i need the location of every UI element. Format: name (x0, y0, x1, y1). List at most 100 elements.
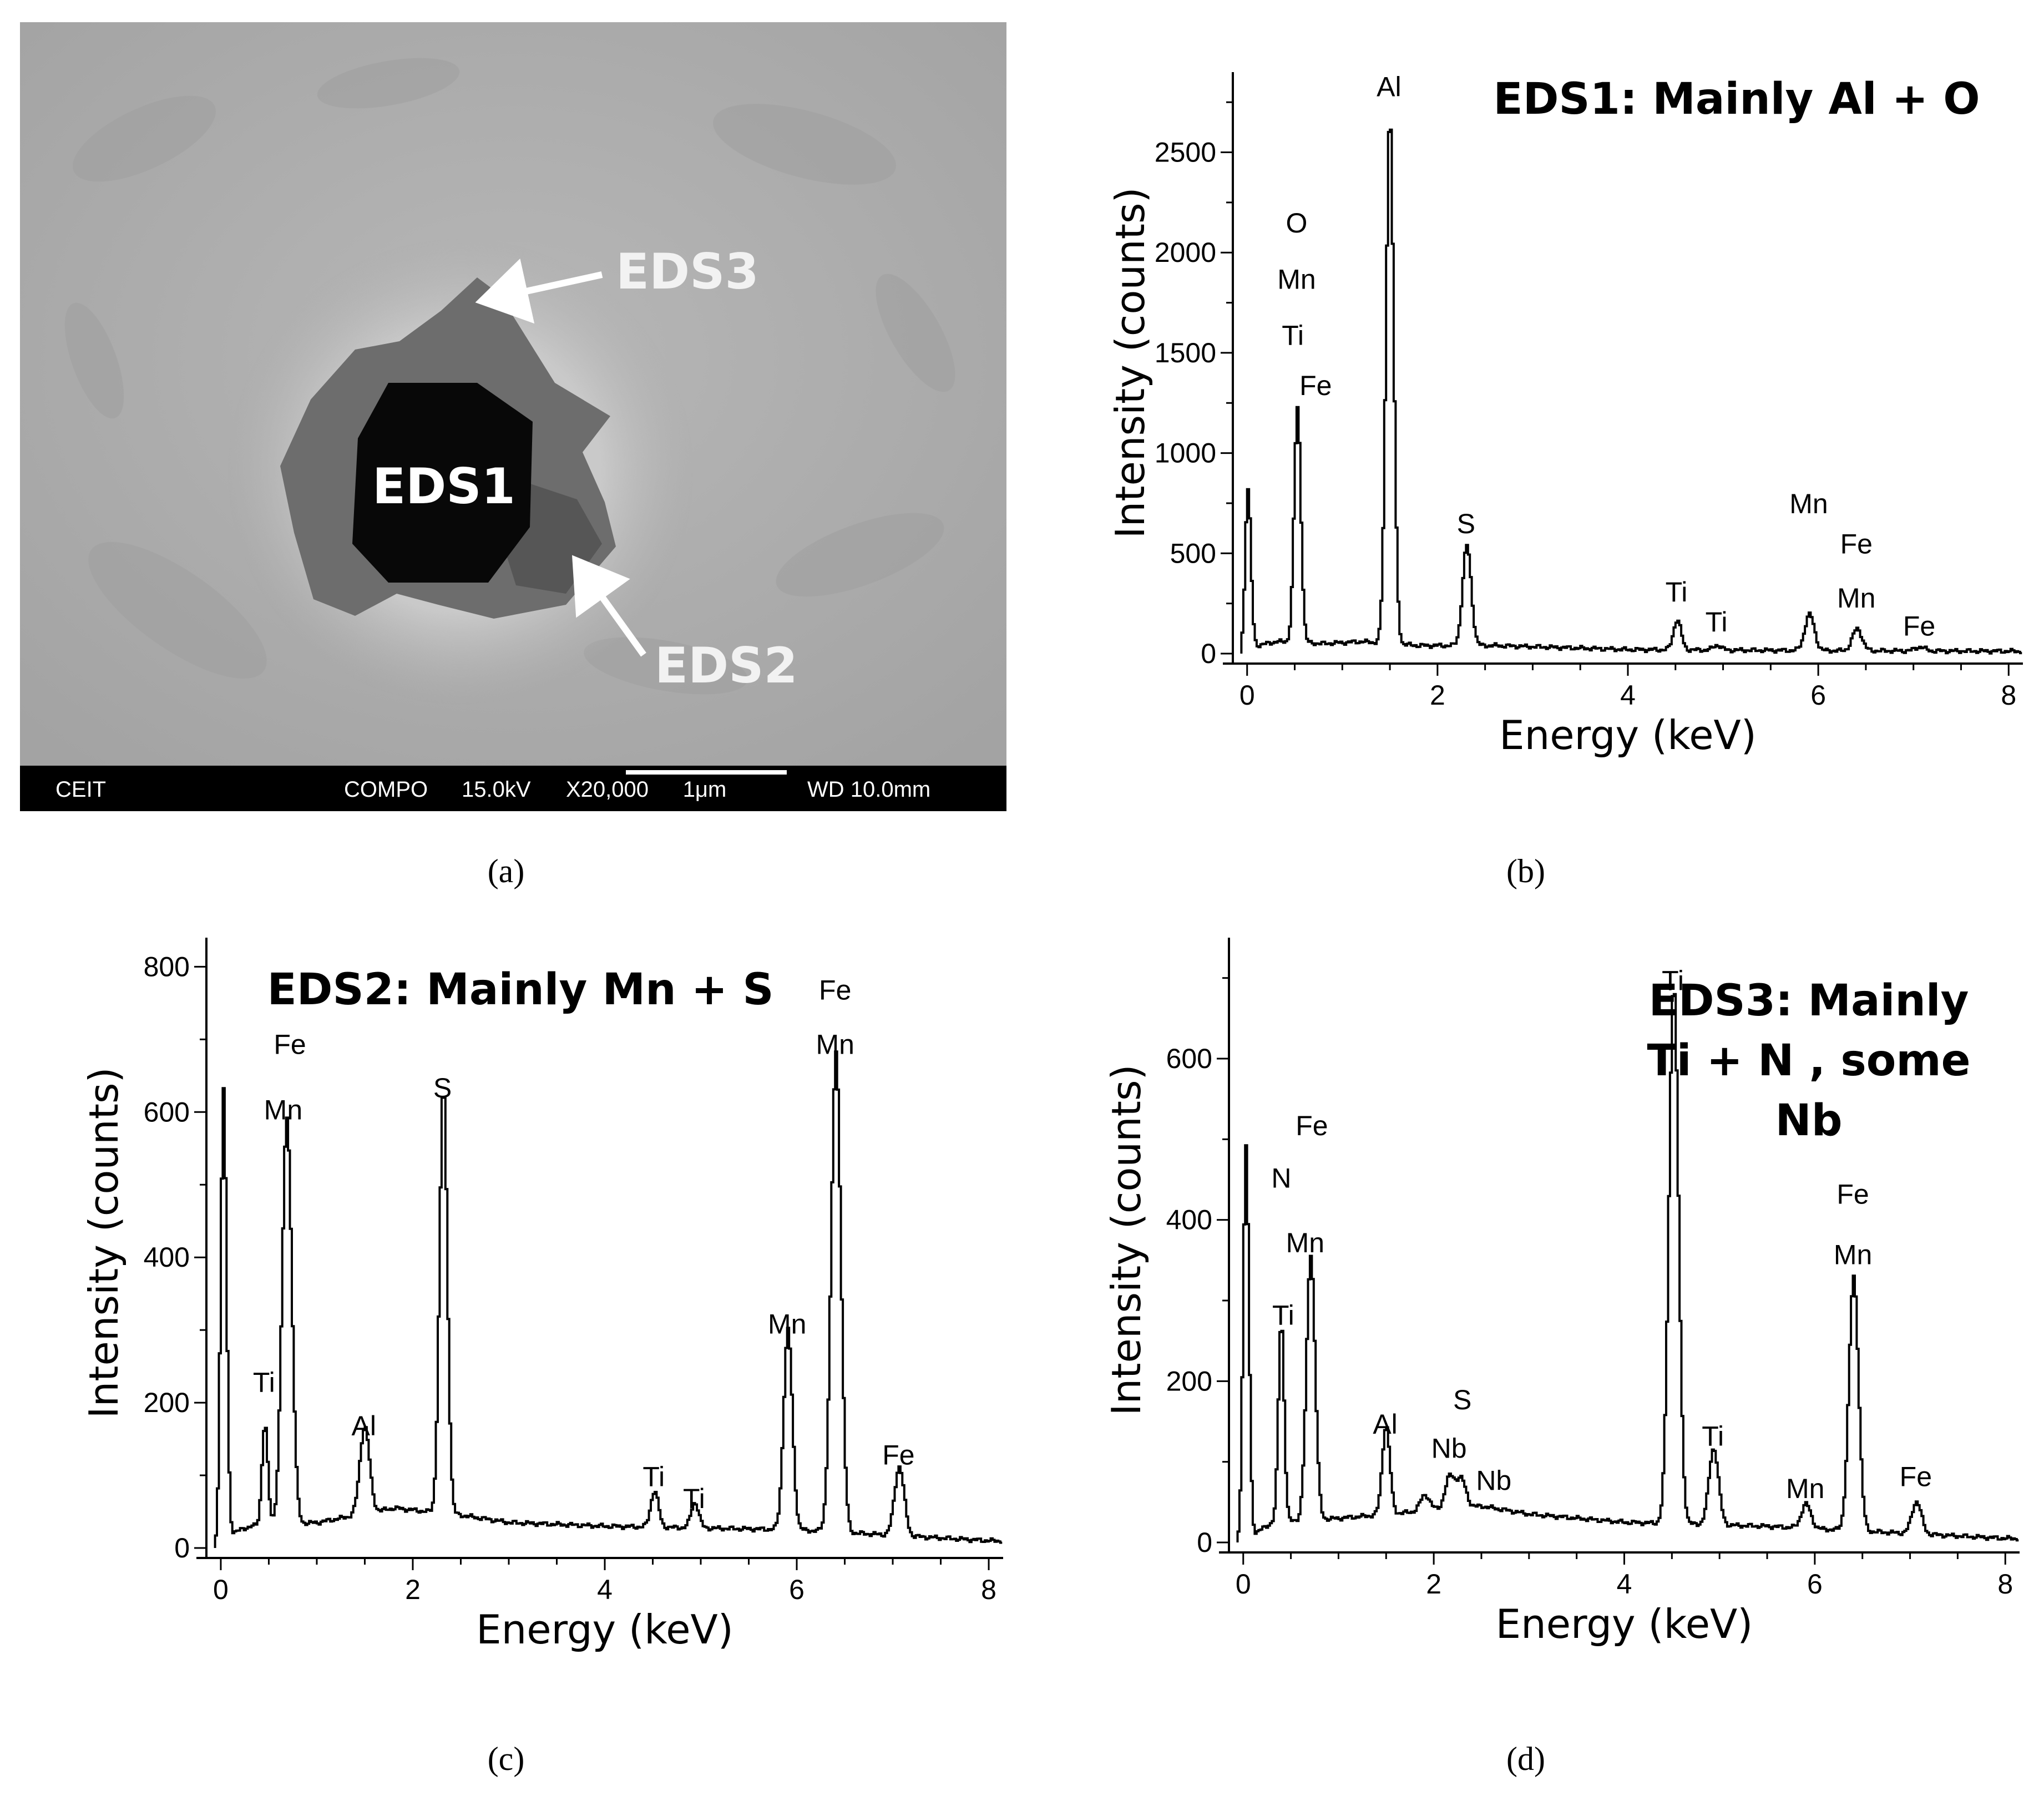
x-tick-label: 6 (1807, 1569, 1823, 1600)
x-tick-label: 8 (981, 1574, 996, 1605)
peak-label: Nb (1476, 1465, 1511, 1496)
peak-label: S (433, 1072, 452, 1104)
x-axis-label: Energy (keV) (476, 1606, 733, 1653)
x-tick-label: 0 (1239, 680, 1255, 711)
sem-info-bar (20, 766, 1006, 811)
sem-info-wd: WD 10.0mm (807, 777, 930, 802)
peak-label: Mn (768, 1309, 806, 1340)
peak-label: Fe (819, 974, 851, 1005)
sem-info-scale: 1μm (683, 777, 727, 802)
panel-label-b: (b) (1506, 853, 1545, 889)
chart-title-line: Ti + N , some (1647, 1036, 1970, 1086)
peak-label: Fe (1836, 1179, 1869, 1210)
x-tick-label: 6 (1810, 680, 1826, 711)
peak-label: N (1271, 1163, 1291, 1194)
peak-label: Mn (1277, 264, 1316, 295)
x-tick-label: 2 (405, 1574, 421, 1605)
panel-label-a: (a) (488, 853, 525, 889)
y-axis-label: Intensity (counts) (80, 1067, 127, 1418)
x-axis-label: Energy (keV) (1499, 712, 1757, 758)
peak-label: Ti (253, 1367, 275, 1398)
peak-label: Mn (1786, 1473, 1824, 1504)
peak-label: Mn (1837, 583, 1875, 614)
x-tick-label: 2 (1426, 1569, 1441, 1600)
peak-label: Ti (683, 1483, 705, 1514)
y-axis-label: Intensity (counts) (1107, 187, 1153, 538)
y-tick-label: 600 (1166, 1043, 1212, 1074)
y-tick-label: 2500 (1155, 137, 1216, 168)
peak-label: Ti (1662, 965, 1684, 996)
sem-info-magnification: X20,000 (566, 777, 649, 802)
peak-label: Fe (1299, 370, 1332, 401)
x-tick-label: 4 (597, 1574, 613, 1605)
x-axis-label: Energy (keV) (1496, 1601, 1753, 1647)
arrow-eds2 (571, 555, 646, 657)
y-tick-label: 2000 (1155, 237, 1216, 268)
peak-label: Ti (1272, 1300, 1294, 1331)
sem-label-eds3: EDS3 (616, 243, 759, 300)
x-tick-label: 8 (1997, 1569, 2013, 1600)
y-tick-label: 400 (144, 1242, 190, 1273)
spectrum-line (214, 1050, 1003, 1548)
peak-label: Fe (1903, 610, 1935, 641)
inclusion-eds1-core (352, 383, 533, 583)
sem-info-lab: CEIT (55, 777, 106, 802)
chart-title-line: EDS3: Mainly (1649, 976, 1969, 1026)
y-tick-label: 200 (144, 1387, 190, 1418)
peak-label: Mn (264, 1094, 302, 1125)
peak-label: Mn (1789, 488, 1828, 519)
y-tick-label: 0 (174, 1532, 190, 1564)
x-tick-label: 4 (1617, 1569, 1632, 1600)
y-tick-label: 500 (1170, 538, 1216, 569)
sem-label-eds2: EDS2 (655, 637, 798, 694)
panel-label-d: (d) (1506, 1741, 1545, 1777)
peak-label: Mn (816, 1029, 854, 1060)
sem-image: EDS1 EDS3 EDS2 CEIT COMPO 15.0kV X20,000… (20, 22, 1006, 811)
chart-title-line: Nb (1775, 1096, 1842, 1146)
peak-label: Al (1377, 71, 1401, 102)
peak-label: O (1286, 208, 1307, 239)
panel-label-c: (c) (488, 1741, 525, 1777)
peak-label: S (1457, 508, 1475, 539)
x-tick-label: 6 (789, 1574, 805, 1605)
x-tick-label: 8 (2001, 680, 2016, 711)
y-tick-label: 800 (144, 951, 190, 982)
peak-label: Al (352, 1410, 376, 1441)
sem-label-eds1: EDS1 (372, 458, 515, 515)
y-axis-label: Intensity (counts) (1103, 1064, 1150, 1415)
peak-label: Mn (1286, 1227, 1324, 1258)
peak-label: Fe (1900, 1461, 1932, 1492)
y-tick-label: 1500 (1155, 337, 1216, 368)
y-tick-label: 0 (1197, 1527, 1212, 1558)
peak-label: Al (1373, 1409, 1397, 1440)
peak-label: Ti (1706, 606, 1728, 638)
spectrum-line (1240, 128, 2022, 655)
y-tick-label: 0 (1201, 638, 1216, 669)
y-tick-label: 400 (1166, 1205, 1212, 1236)
sem-info-mode: COMPO (344, 777, 428, 802)
chart-eds1: 0 2 4 6 8 0 500 1000 1500 2000 2500 Energy (keV) Int… (1107, 71, 2023, 758)
spectrum-line (1236, 993, 2019, 1542)
peak-label: Ti (1702, 1421, 1724, 1452)
chart-eds2: 0 2 4 6 8 0 200 400 600 800 Energy (keV) Intensity … (80, 938, 1003, 1653)
sem-texture (64, 58, 955, 695)
arrow-eds3 (475, 258, 603, 324)
peak-label: Ti (1282, 320, 1304, 351)
peak-label: Fe (1296, 1110, 1328, 1141)
peak-label: Fe (1840, 528, 1873, 559)
chart-eds3: 0 2 4 6 8 0 200 400 600 Energy (keV) Intensity (co… (1103, 938, 2020, 1647)
peak-label: Ti (642, 1461, 665, 1493)
y-tick-label: 200 (1166, 1365, 1212, 1397)
x-tick-label: 0 (213, 1574, 229, 1605)
x-tick-label: 0 (1236, 1569, 1251, 1600)
peak-label: S (1453, 1384, 1471, 1415)
chart-title: EDS1: Mainly Al + O (1493, 74, 1980, 124)
sem-info-voltage: 15.0kV (462, 777, 531, 802)
y-tick-label: 600 (144, 1096, 190, 1127)
peak-label: Fe (274, 1029, 306, 1060)
peak-label: Fe (882, 1439, 914, 1470)
x-tick-label: 4 (1620, 680, 1636, 711)
x-tick-label: 2 (1430, 680, 1445, 711)
peak-label: Ti (1666, 576, 1688, 608)
